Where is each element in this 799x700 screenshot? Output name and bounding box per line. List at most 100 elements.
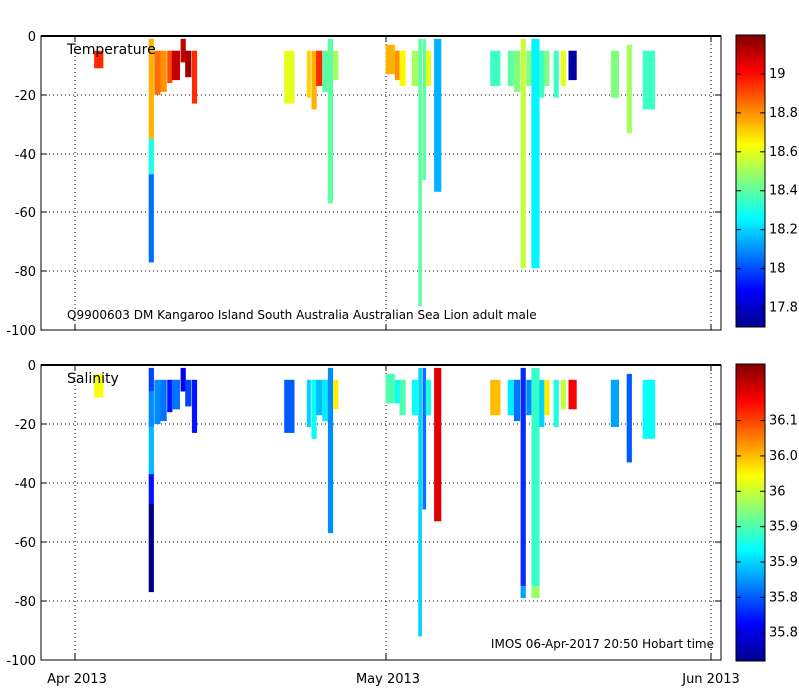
salinity-profile-16-segment-0 <box>385 373 395 404</box>
salinity-profile-6-segment-0 <box>180 367 186 392</box>
temperature-colorbar-tick-label-0: 17.8 <box>769 301 798 316</box>
temperature-profile-15-segment-0 <box>333 50 339 81</box>
salinity-colorbar-tick-label-6: 36.1 <box>769 414 798 429</box>
temperature-profile-9-segment-0 <box>284 50 295 104</box>
temperature-profile-20-segment-0 <box>418 38 422 307</box>
salinity-colorbar-ticks: 35.8 35.85 35.9 35.95 36 36.05 36.1 <box>736 414 799 641</box>
temperature-colorbar-tick-label-1: 18 <box>769 262 786 277</box>
temperature-profile-16-segment-0 <box>385 44 395 75</box>
salinity-profile-33-segment-0 <box>560 379 566 410</box>
temperature-y-tick-labels: 0 -20 -40 -60 -80 -100 <box>6 30 36 339</box>
salinity-colorbar-tick-label-4: 36 <box>769 484 786 499</box>
salinity-gridlines <box>41 365 721 660</box>
temperature-profile-37-segment-0 <box>642 50 656 110</box>
x-tick-jun-2013: Jun 2013 <box>681 672 740 687</box>
temperature-profile-11-segment-0 <box>311 50 317 110</box>
sal-y-tick-20: -20 <box>15 418 36 433</box>
temperature-profile-19-segment-0 <box>411 50 419 86</box>
salinity-profile-23-segment-0 <box>434 367 442 522</box>
temp-y-tick-40: -40 <box>15 148 36 163</box>
salinity-profile-13-segment-0 <box>322 379 329 422</box>
x-tick-apr-2013: Apr 2013 <box>47 672 107 687</box>
salinity-profile-22-segment-0 <box>425 379 431 416</box>
temperature-profile-3-segment-0 <box>160 50 167 92</box>
temperature-profile-34-segment-0 <box>568 50 577 81</box>
salinity-profile-5-segment-0 <box>171 379 180 410</box>
temperature-profile-18-segment-0 <box>399 50 406 86</box>
salinity-profile-18-segment-0 <box>399 379 406 416</box>
salinity-profile-27-segment-0 <box>520 367 526 587</box>
sal-y-tick-0: 0 <box>28 359 36 374</box>
temperature-axes <box>40 35 722 331</box>
temperature-profile-13-segment-0 <box>322 50 329 92</box>
temperature-profile-14-segment-0 <box>327 38 334 204</box>
salinity-y-tick-labels: 0 -20 -40 -60 -80 -100 <box>6 359 36 669</box>
temperature-profile-bars <box>94 38 656 307</box>
salinity-profile-29-segment-1 <box>531 586 540 599</box>
temperature-profile-1-segment-1 <box>148 138 154 175</box>
temperature-profile-35-segment-0 <box>610 50 619 98</box>
imos-timestamp-annotation: IMOS 06-Apr-2017 20:50 Hobart time <box>491 637 714 651</box>
temperature-profile-24-segment-0 <box>490 50 501 86</box>
salinity-colorbar-tick-label-1: 35.85 <box>769 590 799 605</box>
temp-y-tick-60: -60 <box>15 206 36 221</box>
salinity-colorbar-tick-label-2: 35.9 <box>769 555 798 570</box>
salinity-profile-36-segment-0 <box>626 373 632 463</box>
temperature-colorbar-tick-label-3: 18.4 <box>769 184 798 199</box>
temp-y-tick-0: 0 <box>28 30 36 45</box>
salinity-profile-30-segment-0 <box>539 379 545 427</box>
temperature-profile-32-segment-0 <box>553 50 559 98</box>
temperature-title: Temperature <box>66 42 156 58</box>
salinity-profile-1-segment-0 <box>148 367 154 392</box>
temperature-profile-17-segment-0 <box>394 50 401 81</box>
temperature-profile-0-segment-0 <box>94 50 104 69</box>
temperature-colorbar-ticks: 17.8 18 18.2 18.4 18.6 18.8 19 <box>736 67 798 316</box>
temperature-profile-30-segment-0 <box>539 50 545 98</box>
temperature-profile-25-segment-0 <box>507 50 514 86</box>
salinity-profile-31-segment-0 <box>544 379 550 416</box>
salinity-profile-27-segment-1 <box>520 586 526 599</box>
temperature-profile-7-segment-0 <box>185 50 192 78</box>
salinity-profile-8-segment-0 <box>191 379 198 433</box>
salinity-profile-0-segment-0 <box>94 373 104 398</box>
temperature-profile-6-segment-0 <box>180 38 186 63</box>
salinity-colorbar-tick-label-5: 36.05 <box>769 449 799 464</box>
salinity-colorbar-gradient <box>735 363 766 662</box>
salinity-profile-25-segment-0 <box>507 379 514 416</box>
salinity-profile-24-segment-0 <box>490 379 501 416</box>
salinity-profile-11-segment-0 <box>311 379 317 439</box>
temperature-profile-12-segment-0 <box>316 50 323 86</box>
temp-y-tick-80: -80 <box>15 265 36 280</box>
temperature-colorbar-gradient <box>735 34 766 328</box>
temperature-profile-27-segment-0 <box>520 38 526 269</box>
salinity-profile-21-segment-0 <box>422 367 427 510</box>
temperature-colorbar: 17.8 18 18.2 18.4 18.6 18.8 19 <box>735 34 798 328</box>
salinity-profile-9-segment-0 <box>284 379 295 433</box>
temperature-panel: 0 -20 -40 -60 -80 -100 Temperature Q9900… <box>6 30 797 339</box>
salinity-profile-35-segment-0 <box>610 379 619 427</box>
temperature-profile-5-segment-0 <box>171 50 180 81</box>
temperature-profile-33-segment-0 <box>560 50 566 86</box>
temperature-profile-2-segment-0 <box>154 50 161 95</box>
temp-y-tick-20: -20 <box>15 89 36 104</box>
salinity-profile-37-segment-0 <box>642 379 656 439</box>
salinity-profile-29-segment-0 <box>531 367 540 587</box>
temperature-profile-26-segment-0 <box>513 50 521 92</box>
temperature-profile-10-segment-0 <box>306 50 311 98</box>
temperature-profile-23-segment-0 <box>434 38 442 192</box>
salinity-profile-1-segment-3 <box>148 474 154 504</box>
temperature-profile-8-segment-0 <box>191 50 198 104</box>
salinity-profile-1-segment-2 <box>148 426 154 475</box>
salinity-profile-19-segment-0 <box>411 379 419 416</box>
salinity-profile-10-segment-0 <box>306 379 311 427</box>
sal-y-tick-80: -80 <box>15 595 36 610</box>
salinity-profile-12-segment-0 <box>316 379 323 416</box>
salinity-profile-26-segment-0 <box>513 379 521 422</box>
temperature-colorbar-tick-label-4: 18.6 <box>769 145 798 160</box>
temp-y-tick-100: -100 <box>6 324 36 339</box>
salinity-profile-7-segment-0 <box>185 379 192 407</box>
salinity-colorbar: 35.8 35.85 35.9 35.95 36 36.05 36.1 <box>735 363 799 662</box>
sal-y-tick-60: -60 <box>15 536 36 551</box>
salinity-profile-1-segment-4 <box>148 503 154 593</box>
